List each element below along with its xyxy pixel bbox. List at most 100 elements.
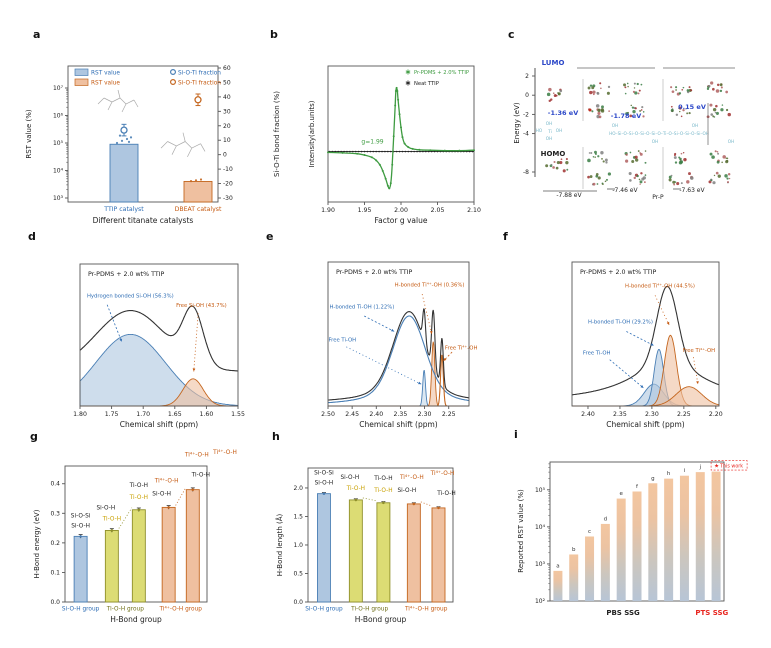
label: OH — [612, 123, 618, 128]
homo-energy-value: -7.46 eV — [612, 187, 638, 194]
plot-title: Pr-PDMS + 2.0 wt% TTIP — [88, 271, 165, 278]
x-tick-label: 2.40 — [581, 411, 595, 418]
y-tick-left: 10⁴ — [53, 168, 64, 175]
x-axis-label: Different titanate catalysts — [93, 216, 194, 225]
y-tick-label: 10² — [535, 598, 546, 605]
bond-pair-label: Ti⁴⁺-O-H — [184, 452, 209, 459]
x-tick-label: DBEAT catalyst — [175, 206, 222, 213]
y-tick-left: 10⁷ — [53, 85, 64, 92]
y-axis-label: H-Bond length (Å) — [275, 513, 284, 576]
group-tick-label: Ti⁴⁺-O-H group — [158, 606, 202, 613]
bond-pair-label: Si-O-H — [71, 523, 90, 529]
bar — [161, 506, 176, 603]
plot-frame — [327, 261, 470, 407]
bottom-label: Pr-P — [652, 194, 664, 201]
x-axis-label: H-Bond group — [355, 615, 407, 624]
orbital-thumbnail — [546, 87, 563, 103]
y-tick-label: -2 — [523, 111, 529, 118]
legend-label: Neat TTIP — [414, 81, 439, 87]
panel-letter-c: c — [508, 28, 515, 41]
y-tick-left: 10³ — [53, 195, 64, 202]
bond-pair-label: Si-O-Si — [314, 471, 334, 477]
bar — [131, 509, 146, 603]
envelope-line — [79, 305, 238, 372]
chart-c: 2 0 -2 -4 -8 Energy (eV) LUMO HOMO -1.36 eV -1.78… — [513, 59, 735, 201]
bond-pair-label: Ti-O-H — [191, 473, 210, 479]
orbital-thumbnail — [709, 150, 729, 164]
x-tick-label: 2.05 — [431, 207, 445, 214]
x-tick-label: TTIP catalyst — [103, 206, 144, 213]
chart-b: 1.90 1.95 2.00 2.05 2.10 Factor g value Intens… — [308, 65, 481, 225]
bond-pair-label: Ti⁴⁺-O-H — [154, 477, 179, 484]
x-tick-label: 2.10 — [467, 207, 481, 214]
panel-letter-f: f — [503, 230, 508, 243]
chart-f: Free Ti-OH H-bonded Ti-OH (29.2%) H-bonded… — [571, 261, 723, 429]
x-axis-label: Chemical shift (ppm) — [606, 420, 685, 429]
peak-label: H-bonded Ti-OH (1.22%) — [329, 304, 394, 310]
x-tick-label: 2.50 — [321, 411, 335, 418]
x-tick-label: 2.35 — [613, 411, 627, 418]
y-axis-label: Intensity(arb.units) — [308, 100, 316, 167]
y-tick-label: 0.5 — [293, 570, 303, 577]
label: OH — [652, 139, 658, 144]
group-tick-label: Si-O-H group — [62, 607, 100, 613]
orbital-thumbnail — [628, 172, 647, 185]
arrow-head — [119, 338, 122, 342]
bar — [711, 471, 721, 601]
peak-label: H-bonded Ti⁴⁺-OH (0.36%) — [395, 281, 465, 288]
x-tick-label: 1.95 — [358, 207, 372, 214]
molecule-sketch — [160, 132, 206, 158]
bar — [648, 483, 658, 601]
bar-letter: h — [667, 471, 671, 477]
bar — [585, 536, 595, 601]
panel-f: f Free Ti-OH H-bonded Ti-OH (29.2%) H-bond… — [500, 226, 745, 429]
x-axis-label: Factor g value — [375, 216, 428, 225]
y-tick-left: 10⁵ — [53, 140, 64, 147]
label: HO — [536, 128, 543, 133]
group-tick-label: Ti⁴⁺-O-H group — [404, 606, 448, 613]
peak-label: Hydrogen bonded Si-OH (56.3%) — [87, 293, 174, 299]
panel-letter-h: h — [272, 430, 280, 443]
arrow-head — [666, 321, 670, 325]
x-axis-label: Chemical shift (ppm) — [120, 420, 199, 429]
panel-h: h 0.0 0.5 1.0 1.5 2.0 H-Bond length (Å) Si-O-S… — [263, 426, 513, 644]
y-axis-label: Energy (eV) — [513, 102, 521, 144]
label: OH — [692, 123, 698, 128]
chart-h: 0.0 0.5 1.0 1.5 2.0 H-Bond length (Å) Si-O-Si S… — [275, 467, 456, 624]
bond-pair-label: Si-O-H — [97, 505, 116, 511]
label: OH — [546, 136, 552, 141]
panel-letter-d: d — [28, 230, 36, 243]
group-tick-label: Si-O-H group — [305, 607, 343, 613]
bar-letter: g — [651, 476, 655, 482]
x-tick-label: 2.35 — [394, 411, 408, 418]
chain-formula: HO–Si–O–Si–O–Si–O–Si–O–Ti–O–Si–O–Si–O–Si… — [609, 131, 709, 136]
bar-letter: f — [636, 484, 639, 490]
peak-label: Free Ti-OH — [328, 338, 356, 344]
homo-energy-value: -7.63 eV — [679, 187, 705, 194]
bond-pair-label: Ti-O-H — [102, 516, 121, 522]
x-tick-label: 1.90 — [321, 207, 335, 214]
y-axis-label: Reported RST value (%) — [517, 489, 525, 573]
x-tick-label: 1.70 — [136, 411, 150, 418]
y-tick-right: 50 — [223, 79, 231, 86]
bond-pair-label: Si-O-Si — [71, 513, 91, 519]
bond-pair-label: Ti-O-H — [129, 495, 148, 501]
label: Ti — [547, 129, 552, 134]
label: OH — [728, 139, 734, 144]
series-pr-pdms — [327, 87, 475, 190]
x-axis-label: Chemical shift (ppm) — [359, 420, 438, 429]
x-tick-label: 1.65 — [168, 411, 182, 418]
y-tick-right: -20 — [223, 181, 233, 188]
bond-pair-label: Ti-O-H — [436, 491, 455, 497]
chart-a: 10³ 10⁴ 10⁵ 10⁶ 10⁷ 60 50 40 30 20 10 0 -10 -20 -30 RST… — [25, 65, 281, 225]
x-group-label: PTS SSG — [695, 609, 728, 617]
legend-label: Pr-PDMS + 2.0% TTIP — [414, 70, 469, 76]
legend-label: RST value — [91, 71, 120, 77]
homo-label: HOMO — [541, 150, 566, 158]
plot-frame — [571, 261, 720, 407]
label: OH — [556, 128, 562, 133]
bar — [553, 570, 563, 601]
bar — [632, 491, 642, 601]
arrow-head — [696, 381, 699, 385]
